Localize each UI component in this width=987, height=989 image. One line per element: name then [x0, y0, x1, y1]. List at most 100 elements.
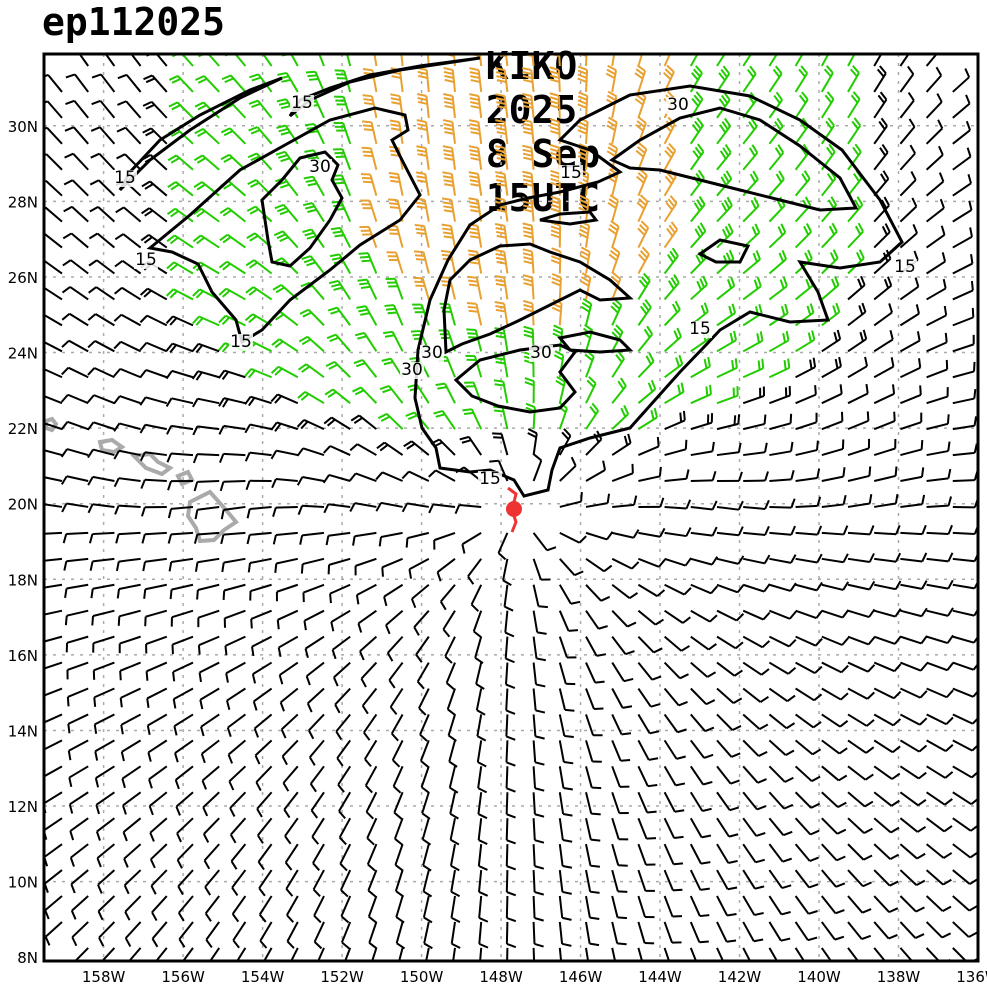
wind-barb: [551, 273, 562, 300]
wind-barb: [467, 275, 483, 300]
wind-barb: [444, 636, 456, 664]
wind-barb: [821, 895, 845, 915]
wind-barb: [926, 387, 949, 405]
wind-barb: [611, 843, 628, 867]
wind-barb: [405, 411, 430, 430]
wind-barb: [358, 252, 378, 274]
wind-barb: [899, 869, 926, 886]
contour-label-bg: [400, 362, 424, 379]
wind-barb: [716, 687, 743, 704]
lon-tick-label: 156W: [161, 968, 205, 986]
wind-barb: [820, 921, 845, 941]
wind-barb: [768, 358, 791, 379]
wind-barb: [952, 361, 976, 379]
wind-barb: [141, 180, 168, 197]
wind-barb: [742, 895, 764, 916]
wind-barb: [952, 791, 978, 806]
wind-barb: [585, 921, 600, 947]
wind-barb: [637, 379, 657, 404]
wind-barb: [608, 246, 621, 274]
wind-barb: [690, 441, 715, 457]
wind-barb: [794, 843, 819, 862]
wind-barb: [847, 817, 873, 835]
wind-barb: [378, 531, 403, 547]
wind-barb: [448, 740, 458, 768]
wind-barb: [302, 201, 325, 223]
wind-barb: [926, 496, 953, 508]
wind-barb: [44, 739, 63, 760]
wind-barb: [305, 661, 325, 686]
wind-barb: [144, 609, 168, 627]
wind-barb: [873, 635, 902, 645]
wind-barb: [360, 199, 378, 222]
wind-barb: [90, 583, 115, 599]
wind-barb: [442, 171, 456, 196]
wind-barb: [611, 765, 630, 788]
wind-barb: [952, 869, 978, 885]
wind-barb: [769, 554, 797, 564]
wind-barb: [637, 765, 658, 788]
wind-barb: [952, 147, 972, 171]
wind-barb: [174, 739, 194, 763]
wind-barb: [610, 298, 623, 326]
wind-barb: [585, 402, 600, 430]
wind-barb: [236, 947, 247, 961]
wind-barb: [899, 843, 926, 860]
contour-label: 30: [309, 157, 331, 177]
wind-barb: [795, 687, 823, 702]
wind-barb: [506, 947, 509, 961]
wind-barb: [339, 843, 352, 872]
wind-barb: [821, 467, 846, 482]
wind-barb: [167, 480, 194, 491]
wind-barb: [716, 330, 737, 353]
wind-barb: [114, 504, 141, 515]
wind-barb: [559, 531, 587, 544]
wind-barb: [532, 714, 545, 740]
wind-barb: [742, 386, 765, 405]
wind-barb: [899, 765, 927, 780]
wind-barb: [435, 382, 456, 404]
wind-barb: [795, 581, 823, 592]
wind-barb: [577, 91, 589, 118]
wind-barb: [148, 791, 168, 816]
wind-barb: [522, 170, 535, 196]
wind-barb: [477, 818, 488, 845]
wind-barb: [416, 145, 430, 170]
wind-barb: [716, 144, 732, 171]
wind-barb: [742, 358, 765, 379]
wind-barb: [664, 354, 684, 379]
wind-barb: [386, 251, 404, 274]
wind-barb: [795, 635, 823, 647]
wind-barb: [270, 365, 299, 379]
wind-barb: [371, 947, 378, 961]
wind-barb: [716, 895, 737, 917]
wind-barb: [900, 635, 928, 645]
wind-barb: [689, 895, 710, 918]
wind-barb: [637, 817, 657, 840]
wind-barb: [222, 583, 246, 601]
wind-barb: [847, 65, 860, 93]
wind-barb: [899, 144, 916, 171]
wind-barb: [205, 921, 221, 949]
wind-barb: [900, 580, 928, 590]
wind-barb: [768, 791, 794, 810]
wind-barb: [245, 286, 273, 301]
lon-tick-label: 152W: [320, 968, 364, 986]
wind-barb: [286, 895, 299, 923]
wind-barb: [821, 869, 846, 888]
wind-barb: [395, 921, 406, 950]
wind-barb: [742, 554, 771, 565]
wind-barb: [663, 221, 679, 249]
wind-barb: [637, 713, 660, 735]
wind-barb: [821, 222, 838, 249]
wind-barb: [340, 869, 352, 898]
wind-barb: [280, 713, 299, 739]
wind-barb: [873, 439, 897, 457]
wind-barb: [926, 661, 954, 672]
wind-barb: [253, 713, 273, 738]
wind-barb: [419, 740, 430, 768]
wind-barb: [689, 54, 699, 67]
contour-label: 15: [560, 163, 582, 183]
wind-barb: [200, 713, 220, 737]
